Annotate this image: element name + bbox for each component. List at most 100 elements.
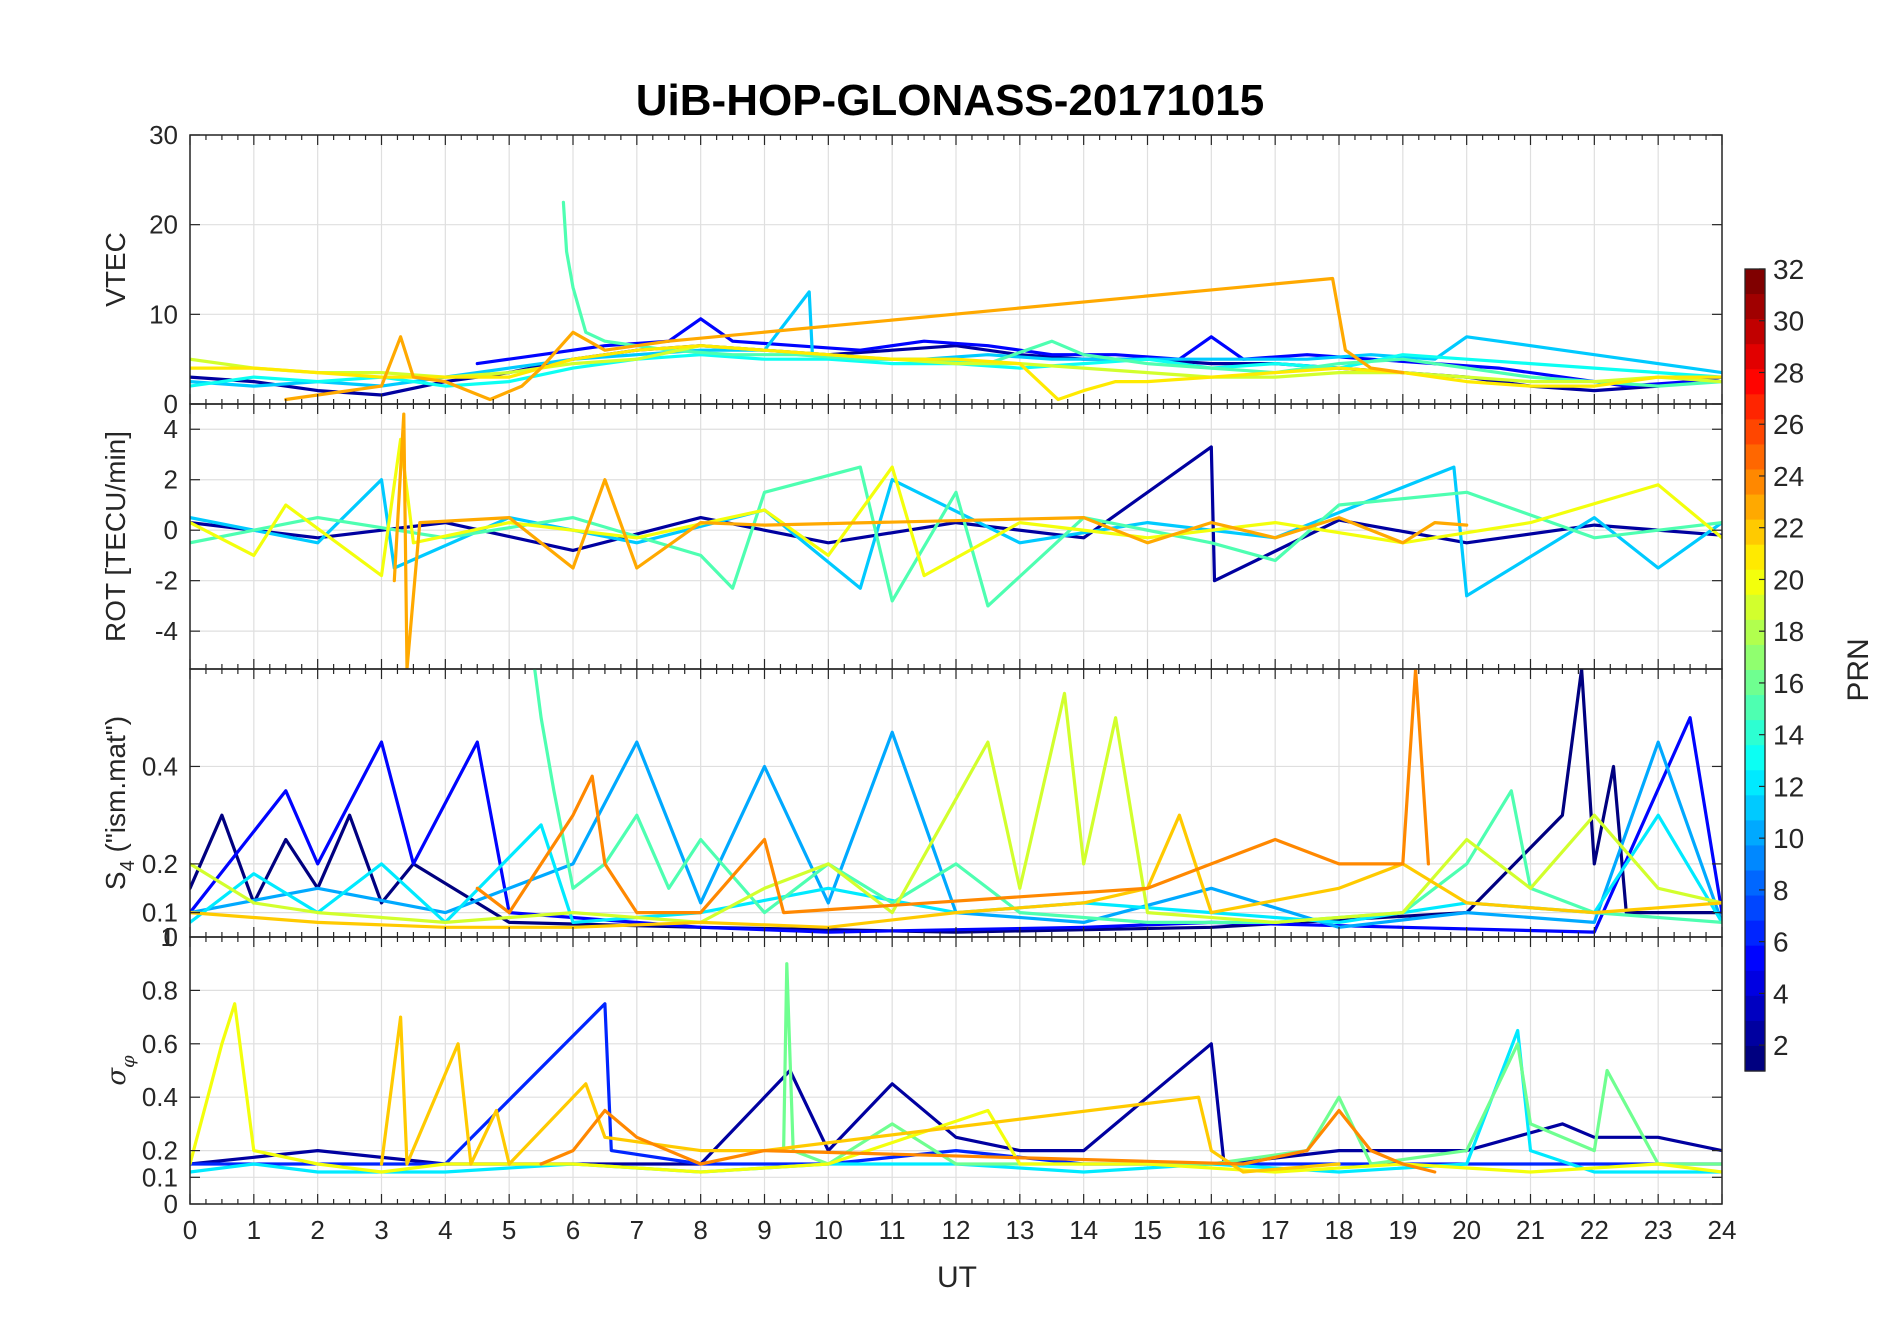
y-tick-label: 0: [164, 389, 178, 419]
y-tick-label: 0.6: [142, 1029, 178, 1059]
y-tick-label: 30: [149, 120, 178, 150]
panel-s4: 0.10.20.4S4 ("ism.mat"): [100, 668, 1723, 938]
colorbar-segment: [1745, 770, 1765, 796]
x-tick-label: 24: [1708, 1215, 1737, 1245]
y-tick-label: 2: [164, 465, 178, 495]
y-axis-label-phi: φ: [118, 1055, 139, 1068]
series-line-prn-11: [190, 290, 1722, 388]
y-tick-label: -4: [155, 616, 178, 646]
colorbar-segment: [1745, 920, 1765, 947]
y-tick-label: 0.2: [142, 849, 178, 879]
panel-rot-grid: [189, 404, 1723, 669]
colorbar-tick-label: 20: [1773, 564, 1804, 595]
colorbar-frame: [1744, 268, 1766, 1072]
panel-sigma_phi-series-group: [190, 962, 1722, 1174]
colorbar-tick-label: 12: [1773, 771, 1804, 802]
colorbar-segment: [1745, 294, 1765, 320]
colorbar-segment: [1745, 795, 1765, 821]
colorbar-tick-label: 2: [1773, 1030, 1789, 1061]
x-tick-label: 1: [247, 1215, 261, 1245]
colorbar-segment: [1745, 845, 1765, 872]
x-tick-label: 3: [374, 1215, 388, 1245]
colorbar-tick-label: 18: [1773, 616, 1804, 647]
x-tick-label: 22: [1580, 1215, 1609, 1245]
colorbar-segment: [1745, 394, 1765, 420]
y-axis-label-s4-sub: 4: [117, 860, 139, 871]
colorbar-segment: [1745, 494, 1765, 521]
colorbar-segment: [1745, 870, 1765, 897]
colorbar-segment: [1745, 344, 1765, 370]
x-tick-label: 15: [1133, 1215, 1162, 1245]
series-line-prn-23: [392, 412, 1469, 669]
y-axis-label-rot: ROT [TECU/min]: [100, 431, 131, 642]
series-line-prn-15: [190, 465, 1722, 608]
colorbar-segment: [1745, 970, 1765, 997]
y-tick-label: 0.2: [142, 1136, 178, 1166]
y-axis-label-vtec: VTEC: [100, 232, 131, 307]
series-line-prn-11: [190, 465, 1722, 598]
y-tick-label: 4: [164, 414, 178, 444]
y-tick-label: 0: [164, 515, 178, 545]
colorbar-tick-label: 4: [1773, 978, 1789, 1009]
x-tick-label: 12: [942, 1215, 971, 1245]
colorbar-segment: [1745, 945, 1765, 972]
colorbar-tick-label: 24: [1773, 461, 1804, 492]
x-tick-label: 5: [502, 1215, 516, 1245]
colorbar-tick-label: 32: [1773, 254, 1804, 285]
y-axis-label-sigma: σ: [102, 1067, 132, 1086]
colorbar-segment: [1745, 619, 1765, 646]
colorbar-segment: [1745, 895, 1765, 922]
x-tick-label: 14: [1069, 1215, 1098, 1245]
colorbar-segment: [1745, 444, 1765, 471]
colorbar-segment: [1745, 469, 1765, 496]
colorbar-tick-label: 28: [1773, 357, 1804, 388]
panel-vtec-ticks: [189, 134, 1723, 405]
colorbar-segment: [1745, 995, 1765, 1022]
colorbar-segment: [1745, 269, 1765, 295]
colorbar-segment: [1745, 369, 1765, 395]
colorbar-segment: [1745, 519, 1765, 546]
x-tick-label: 11: [879, 1215, 906, 1245]
colorbar-segment: [1745, 1020, 1765, 1047]
x-tick-label: 2: [310, 1215, 324, 1245]
colorbar-tick-label: 14: [1773, 720, 1804, 751]
sigma-top-label: 1: [161, 922, 175, 952]
panel-s4-ticks: [189, 669, 1723, 937]
y-tick-label: 0: [164, 1189, 178, 1219]
x-tick-label: 9: [757, 1215, 771, 1245]
x-tick-label: 20: [1452, 1215, 1481, 1245]
colorbar-tick-label: 10: [1773, 823, 1804, 854]
series-line-prn-21: [190, 344, 1722, 402]
colorbar-tick-label: 16: [1773, 668, 1804, 699]
colorbar-segment: [1745, 644, 1765, 671]
x-tick-label: 23: [1644, 1215, 1673, 1245]
series-line-prn-15: [533, 669, 1722, 925]
x-tick-label: 18: [1325, 1215, 1354, 1245]
x-tick-label: 7: [630, 1215, 644, 1245]
y-axis-label-s4: S4 ("ism.mat"): [100, 716, 139, 890]
series-line-prn-24: [475, 669, 1431, 915]
colorbar-segment: [1745, 695, 1765, 721]
y-axis-label-s4-main: S: [100, 871, 131, 890]
x-tick-label: 17: [1261, 1215, 1290, 1245]
series-line-prn-24: [539, 1108, 1437, 1174]
x-tick-label: 8: [693, 1215, 707, 1245]
colorbar-tick-label: 30: [1773, 306, 1804, 337]
x-tick-label: 6: [566, 1215, 580, 1245]
x-tick-label: 19: [1388, 1215, 1417, 1245]
series-line-prn-16: [781, 962, 1722, 1166]
colorbar-segment: [1745, 745, 1765, 771]
y-axis-label-s4-rest: ("ism.mat"): [100, 716, 131, 860]
panel-sigma_phi-ticks: [189, 937, 1723, 1205]
s4-bottom-label: 0: [164, 922, 178, 952]
x-tick-label: 16: [1197, 1215, 1226, 1245]
colorbar-segment: [1745, 544, 1765, 571]
series-line-prn-19: [190, 691, 1722, 925]
series-line-prn-23: [284, 276, 1405, 402]
x-tick-label: 0: [183, 1215, 197, 1245]
colorbar-tick-label: 8: [1773, 875, 1789, 906]
